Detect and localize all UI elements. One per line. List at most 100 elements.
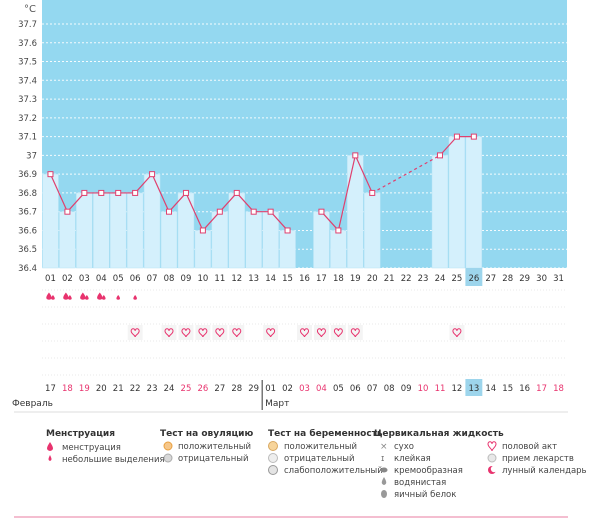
calendar-date-labels: 17 18 19 20 21 22 23 24 25 26 27 28 29 01 02 03 04 05 06 07… [12,379,564,410]
calendar-date-label: 28 [231,384,242,394]
line-segment [320,211,339,231]
legend-item-ovulation-positive: положительный [178,442,251,452]
pregnancy-weak-icon [268,465,278,475]
cycle-day-label: 05 [113,274,124,284]
temperature-point [47,171,54,178]
line-segment-dashed [371,154,441,194]
cycle-day-label: 19 [350,274,361,284]
y-tick-label: 37.1 [18,133,37,143]
temperature-bar [126,192,144,269]
y-tick-label: 37.5 [18,58,37,68]
creamy-icon [380,467,388,473]
cycle-day-label: 10 [197,274,208,284]
intercourse-heart-icon [181,328,191,338]
line-segment [134,173,153,194]
calendar-date-label: 20 [96,384,107,394]
line-segment [66,192,85,213]
legend-item-moon-calendar: лунный календарь [502,466,587,476]
cycle-day-label: 31 [553,274,564,284]
temperature-bar [109,192,127,269]
intercourse-cell [297,325,312,340]
calendar-date-label: 08 [384,384,395,394]
legend-item-egg-white: яичный белок [394,490,456,500]
temperature-point [81,189,88,196]
temperature-point [369,189,376,196]
legend-item-sticky: клейкая [394,454,431,464]
temperature-point [64,208,71,215]
line-segment [236,192,255,213]
line-segment [202,211,221,231]
temperature-point [216,208,223,215]
legend-title-pregnancy: Тест на беременность [268,428,383,439]
temperature-bar [93,192,110,269]
y-tick-label: 36.4 [18,264,37,274]
temperature-bars [42,136,483,269]
temperature-point [335,227,342,234]
legend-item-intercourse: половой акт [502,442,557,452]
menstruation-drop-icon [47,442,53,451]
legend-item-dry: сухо [394,442,414,452]
intercourse-cell [347,325,363,340]
light-bleeding-drop-icon [116,295,121,300]
intercourse-cell [229,325,245,340]
pregnancy-positive-icon [268,441,278,451]
y-tick-label: 37.7 [18,20,37,30]
y-tick-label: 37.4 [18,76,37,86]
y-tick-label: 36.5 [18,245,37,255]
cycle-day-label: 28 [502,274,513,284]
calendar-date-label: 26 [197,384,208,394]
temperature-bar [228,192,245,269]
cycle-day-labels: 01 02 03 04 05 06 07 08 09 10 11 12 13 14 15 16 17 18 19 20… [45,268,564,286]
temperature-point [199,227,206,234]
cycle-day-label: 25 [452,274,463,284]
intercourse-heart-icon [299,328,310,338]
legend-item-watery: водянистая [394,478,446,488]
legend-item-pregnancy-weak: слабоположительный [284,466,383,476]
calendar-date-label: 11 [435,384,446,394]
temperature-point [182,189,189,196]
legend-title-ovulation: Тест на овуляцию [160,429,253,439]
calendar-date-label: 18 [62,384,73,394]
y-tick-label: 36.7 [18,208,37,218]
y-axis-tick-labels: 37.7 37.6 37.5 37.4 37.3 37.2 37.1 37 36.9 36.8 36… [18,20,37,274]
line-segment [337,155,356,231]
intercourse-cell [263,325,279,340]
temperature-bar [364,192,381,269]
legend-item-ovulation-negative: отрицательный [178,454,248,464]
cycle-day-label: 03 [79,274,90,284]
cycle-day-label: 14 [265,274,276,284]
temperature-bar [245,211,262,269]
temperature-point [318,208,325,215]
cycle-day-label: 20 [367,274,378,284]
medication-icon [487,453,497,463]
intercourse-heart-icon [198,328,208,338]
intercourse-heart-icon [452,328,462,338]
cycle-day-label: 18 [333,274,344,284]
y-tick-label: 36.8 [18,189,37,199]
y-tick-label: 36.9 [18,170,37,180]
calendar-date-label: 03 [299,384,310,394]
calendar-date-label: 13 [468,384,479,394]
menstruation-drop-icon [68,295,72,300]
calendar-date-label: 06 [350,384,361,394]
intercourse-cell [449,325,465,340]
calendar-date-label: 19 [79,384,90,394]
intercourse-cell [161,325,177,340]
y-tick-label: 36.6 [18,226,37,236]
cycle-day-label: 09 [181,274,192,284]
calendar-date-label: 09 [401,384,412,394]
calendar-date-label: 04 [316,384,327,394]
temperature-bar [313,211,330,269]
sticky-icon: ɪ [381,454,384,464]
intercourse-cell [313,325,329,340]
legend-item-pregnancy-positive: положительный [284,442,357,452]
cycle-day-label: 26 [468,274,479,284]
intercourse-heart-icon [130,328,140,338]
temperature-point [115,189,122,196]
y-tick-label: 37.6 [18,39,37,49]
calendar-date-label: 18 [553,384,564,394]
temperature-bar [431,155,449,269]
calendar-date-label: 17 [536,384,547,394]
menstruation-drop-icon [101,295,106,300]
